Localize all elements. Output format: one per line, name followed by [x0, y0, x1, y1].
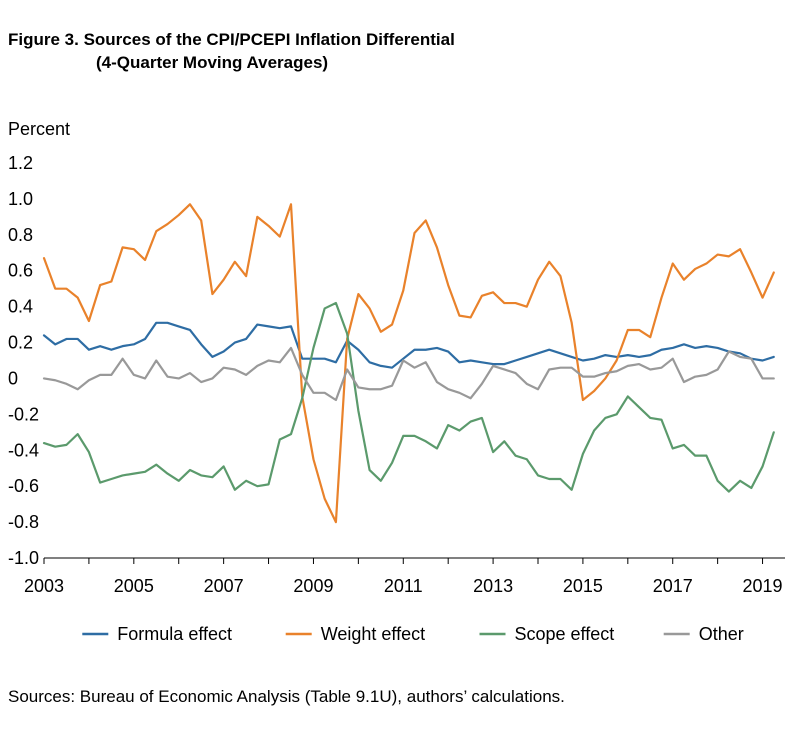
y-axis-label: Percent [8, 119, 71, 139]
y-tick-label: -0.6 [8, 476, 39, 496]
y-tick-label: -0.2 [8, 404, 39, 424]
x-tick-label: 2013 [473, 576, 513, 596]
legend: Formula effect Weight effect Scope effect O… [82, 624, 744, 644]
y-axis-ticks: 1.2 1.0 0.8 0.6 0.4 0.2 0 -0.2 -0.4 -0.6 -0.8 -1.0 [8, 153, 39, 568]
x-tick-label: 2003 [24, 576, 64, 596]
legend-label-scope-effect: Scope effect [515, 624, 615, 644]
x-tick-label: 2011 [384, 576, 423, 596]
chart-title-line1: Figure 3. Sources of the CPI/PCEPI Infla… [8, 30, 455, 49]
series-line-formula-effect [42, 321, 775, 369]
series-line-other [42, 346, 775, 402]
series-lines [42, 203, 775, 524]
x-tick-label: 2005 [114, 576, 154, 596]
x-tick-label: 2019 [743, 576, 783, 596]
legend-label-formula-effect: Formula effect [117, 624, 232, 644]
y-tick-label: 0.8 [8, 225, 33, 245]
y-tick-label: 0 [8, 368, 18, 388]
x-tick-label: 2015 [563, 576, 603, 596]
y-tick-label: 1.0 [8, 189, 33, 209]
y-tick-label: 0.2 [8, 333, 33, 353]
series-line-scope-effect [42, 301, 775, 493]
y-tick-label: -0.8 [8, 512, 39, 532]
legend-label-weight-effect: Weight effect [321, 624, 425, 644]
y-tick-label: 0.6 [8, 261, 33, 281]
x-axis-ticks: 2003 2005 2007 2009 2011 2013 2015 2017 2019 [24, 558, 783, 596]
source-note: Sources: Bureau of Economic Analysis (Ta… [8, 687, 565, 706]
line-chart: 1.21.00.80.60.40.20-0.2-0.4-0.6-0.8-1.0 … [8, 153, 785, 644]
y-tick-label: -1.0 [8, 548, 39, 568]
y-tick-label: 1.2 [8, 153, 33, 173]
y-tick-label: 0.4 [8, 297, 33, 317]
x-tick-label: 2009 [293, 576, 333, 596]
y-tick-label: -0.4 [8, 440, 39, 460]
series-line-weight-effect [42, 203, 775, 524]
chart-title-line2: (4-Quarter Moving Averages) [96, 53, 329, 72]
x-tick-label: 2017 [653, 576, 693, 596]
x-tick-label: 2007 [204, 576, 244, 596]
legend-label-other: Other [699, 624, 744, 644]
